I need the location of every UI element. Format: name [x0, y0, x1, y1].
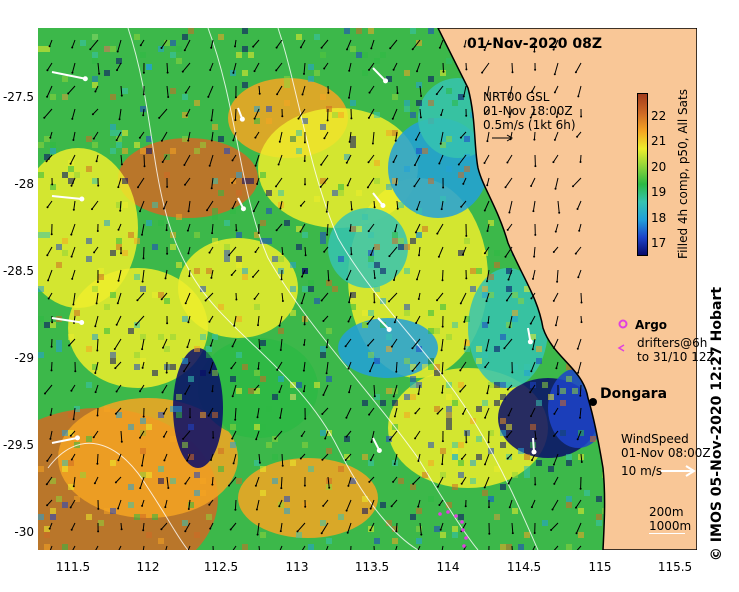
wind-legend-title: WindSpeed: [621, 432, 689, 446]
land-mass: [437, 28, 697, 550]
wind-legend-scale: 10 m/s: [621, 464, 663, 478]
lat-label: -27.5: [2, 90, 34, 104]
colorbar-tick: 19: [651, 185, 667, 199]
current-scale-arrow-icon: [492, 134, 513, 142]
current-legend-source: NRT00 GSL: [483, 90, 550, 104]
wind-vectors: [51, 67, 537, 455]
drifters-legend-date: to 31/10 12Z: [637, 350, 715, 364]
colorbar-tick: 17: [651, 236, 667, 250]
credit-line: © IMOS 05-Nov-2020 12:27 Hobart: [709, 286, 725, 562]
lon-label: 112.5: [203, 560, 239, 574]
current-legend-time: 01-Nov 18:00Z: [483, 104, 573, 118]
lon-label: 111.5: [55, 560, 91, 574]
lon-label: 115.5: [657, 560, 693, 574]
argo-marker-icon: [618, 319, 628, 329]
lat-label: -28: [14, 177, 34, 191]
colorbar-tick: 22: [651, 109, 667, 123]
argo-drifter-tracks: [438, 510, 468, 548]
lat-label: -30: [14, 525, 34, 539]
depth-contour-200m: 200m: [649, 505, 684, 519]
lon-label: 114: [436, 560, 460, 574]
lon-label: 114.5: [506, 560, 542, 574]
lon-label: 112: [136, 560, 160, 574]
lat-label: -29: [14, 351, 34, 365]
colorbar-title: Filled 4h comp, p50, All Sats: [676, 89, 690, 259]
colorbar-tick: 20: [651, 160, 667, 174]
lon-label: 115: [588, 560, 612, 574]
wind-legend-time: 01-Nov 08:00Z: [621, 446, 711, 460]
dongara-marker[interactable]: [589, 398, 597, 406]
current-vectors: [43, 39, 583, 550]
lon-label: 113.5: [354, 560, 390, 574]
drifters-legend-label: drifters@6h: [637, 336, 708, 350]
sst-map[interactable]: [38, 28, 697, 550]
argo-legend-label: Argo: [635, 318, 668, 332]
lon-label: 113: [285, 560, 309, 574]
depth-contour-1000m: 1000m: [649, 519, 692, 533]
wind-scale-arrow-icon: [661, 465, 696, 477]
drifter-marker-icon: [617, 344, 625, 352]
colorbar-tick: 21: [651, 134, 667, 148]
map-title: 01-Nov-2020 08Z: [467, 36, 603, 52]
depth-legend-line: [649, 533, 685, 534]
colorbar-tick: 18: [651, 211, 667, 225]
temperature-colorbar: [637, 93, 648, 256]
current-legend-scale: 0.5m/s (1kt 6h): [483, 118, 576, 132]
lat-label: -29.5: [2, 438, 34, 452]
place-label-dongara: Dongara: [600, 386, 668, 402]
map-canvas: [38, 28, 697, 550]
lat-label: -28.5: [2, 264, 34, 278]
